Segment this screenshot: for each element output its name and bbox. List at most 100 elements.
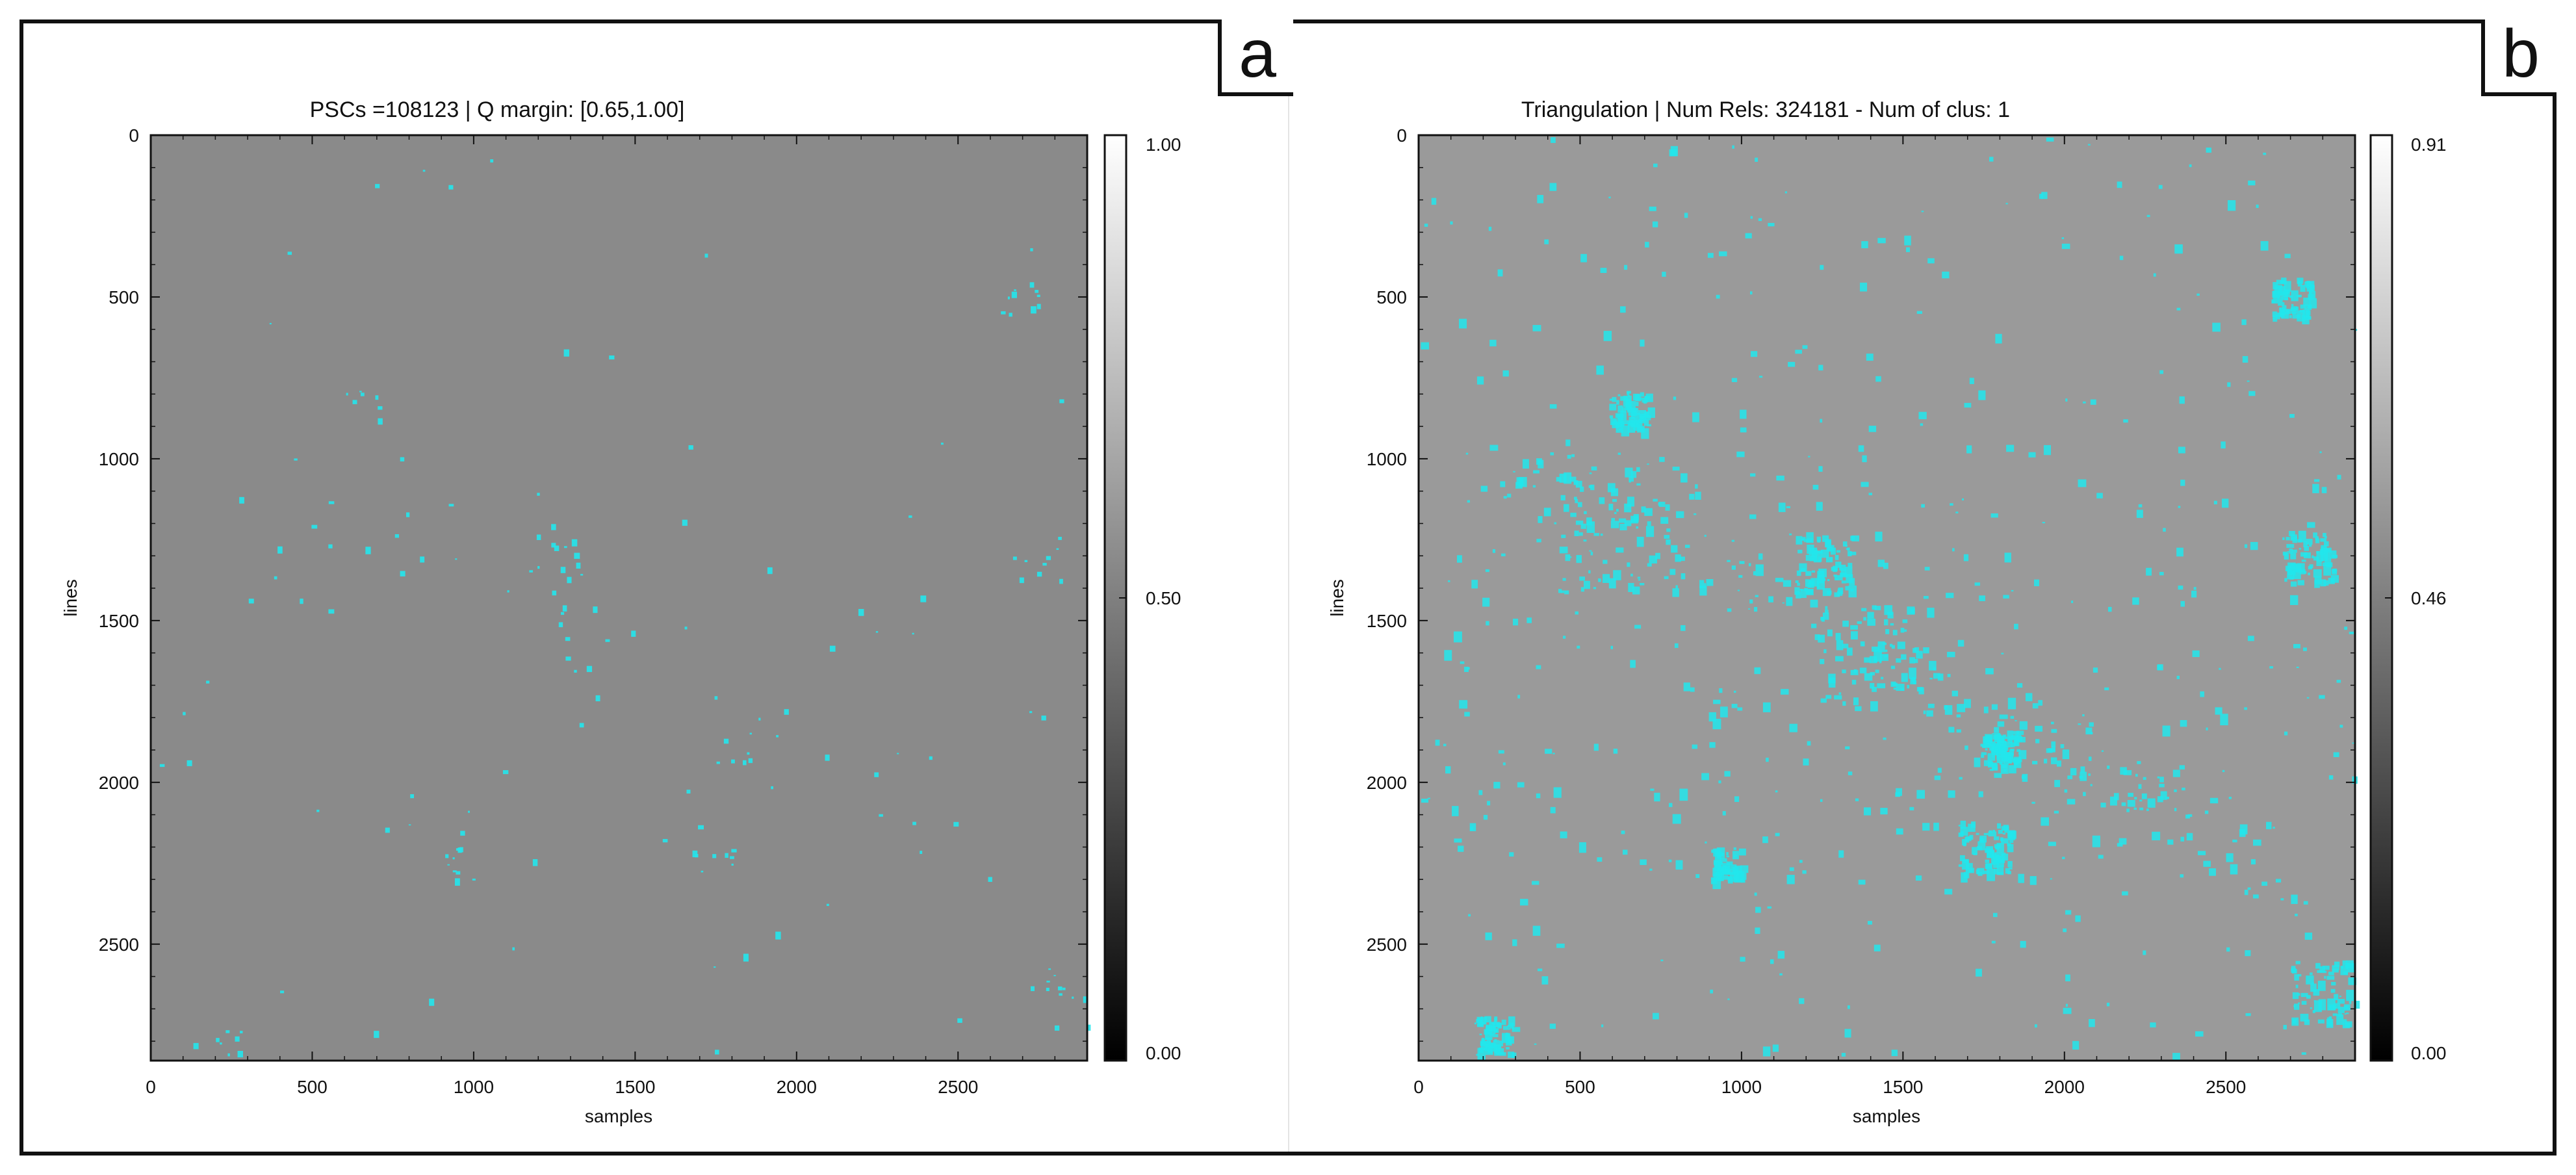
psc-point-b [1681, 625, 1686, 631]
psc-point-b [1647, 463, 1649, 465]
psc-point-b [1588, 485, 1593, 488]
psc-point-b [2157, 796, 2163, 803]
psc-point-b [2321, 487, 2327, 493]
psc-point-b [1991, 940, 1996, 944]
psc-point-b [1976, 968, 1982, 977]
psc-point-a [1053, 975, 1056, 977]
psc-point-b [1622, 420, 1629, 425]
psc-point-b [2010, 749, 2015, 751]
psc-point-b [1617, 452, 1621, 455]
psc-point-b [2294, 974, 2299, 981]
psc-point-b [1643, 400, 1647, 404]
psc-point-b [1810, 599, 1818, 608]
psc-point-b [1645, 415, 1651, 420]
psc-point-b [1486, 1038, 1491, 1044]
psc-point-b [1802, 870, 1807, 874]
psc-point-b [1672, 467, 1680, 471]
psc-point-b [1727, 998, 1730, 1000]
psc-point-b [1749, 599, 1753, 604]
psc-point-a [225, 1030, 230, 1033]
psc-point-a [912, 632, 914, 635]
psc-point-b [1900, 688, 1905, 691]
psc-point-a [456, 871, 461, 875]
psc-point-b [2180, 836, 2184, 842]
psc-point-b [1992, 756, 1994, 758]
psc-point-b [1990, 513, 1998, 518]
psc-point-b [1754, 606, 1758, 612]
psc-point-b [2287, 571, 2296, 576]
psc-point-b [1675, 554, 1681, 562]
psc-point-a [1030, 248, 1033, 252]
psc-point-b [2306, 539, 2313, 545]
psc-point-b [2157, 776, 2160, 779]
psc-point-b [2293, 643, 2300, 649]
psc-point-b [2284, 578, 2287, 582]
psc-point-b [1809, 580, 1814, 585]
psc-point-a [193, 1042, 199, 1050]
psc-point-b [1662, 272, 1666, 277]
psc-point-b [2014, 623, 2018, 630]
psc-point-b [1842, 541, 1848, 547]
psc-point-b [1835, 656, 1844, 662]
psc-point-b [1837, 588, 1840, 591]
psc-point-b [2289, 315, 2292, 318]
psc-point-b [1812, 485, 1819, 490]
psc-point-b [1948, 790, 1955, 798]
psc-point-a [460, 831, 465, 836]
psc-point-a [561, 612, 565, 615]
psc-point-b [1991, 704, 1998, 710]
psc-point-b [2209, 868, 2216, 876]
psc-point-b [2013, 730, 2020, 735]
psc-point-b [1545, 749, 1552, 754]
psc-point-b [2001, 741, 2005, 743]
psc-point-a [731, 849, 737, 853]
psc-point-b [1779, 973, 1783, 975]
psc-point-b [1846, 548, 1849, 550]
psc-point-b [1653, 498, 1658, 502]
psc-point-b [1536, 793, 1541, 799]
psc-point-b [1484, 1029, 1493, 1040]
psc-point-a [400, 457, 405, 462]
psc-point-b [1837, 590, 1843, 596]
psc-point-b [1593, 533, 1599, 536]
psc-point-b [1619, 518, 1627, 523]
psc-point-b [2219, 667, 2221, 670]
psc-point-b [1802, 345, 1808, 349]
psc-point-a [564, 546, 567, 549]
psc-point-b [1718, 867, 1725, 872]
psc-point-b [2304, 554, 2307, 557]
psc-point-a [1058, 536, 1062, 540]
psc-point-a [183, 712, 186, 716]
psc-point-b [2297, 974, 2302, 977]
colorbar-label-mid-a: 0.50 [1146, 588, 1181, 608]
psc-point-b [1679, 556, 1685, 562]
y-tick-label-a: 2000 [99, 773, 139, 793]
psc-point-b [1544, 239, 1549, 244]
psc-point-b [1734, 870, 1743, 883]
psc-point-b [1690, 687, 1695, 692]
psc-point-b [2316, 551, 2324, 562]
psc-point-a [227, 1053, 230, 1057]
psc-point-a [375, 184, 380, 188]
psc-point-a [1056, 548, 1059, 550]
psc-point-b [1493, 1018, 1497, 1023]
psc-point-b [1532, 881, 1539, 885]
x-tick-label-b: 2500 [2206, 1077, 2246, 1097]
psc-point-a [554, 545, 560, 551]
psc-point-b [1772, 1044, 1779, 1052]
psc-point-a [704, 253, 708, 258]
psc-point-b [1549, 1024, 1556, 1029]
psc-point-b [2011, 742, 2015, 747]
psc-point-b [1567, 454, 1571, 459]
psc-point-b [2048, 842, 2056, 846]
psc-point-b [2337, 999, 2345, 1004]
psc-point-b [1738, 848, 1746, 856]
psc-point-b [1929, 660, 1937, 671]
psc-point-b [1842, 643, 1849, 649]
psc-point-b [1775, 833, 1780, 836]
psc-point-b [2248, 391, 2256, 396]
psc-point-b [1740, 427, 1747, 433]
y-tick-label-b: 500 [1376, 287, 1407, 307]
psc-point-b [1630, 471, 1637, 478]
psc-point-b [1672, 814, 1681, 824]
